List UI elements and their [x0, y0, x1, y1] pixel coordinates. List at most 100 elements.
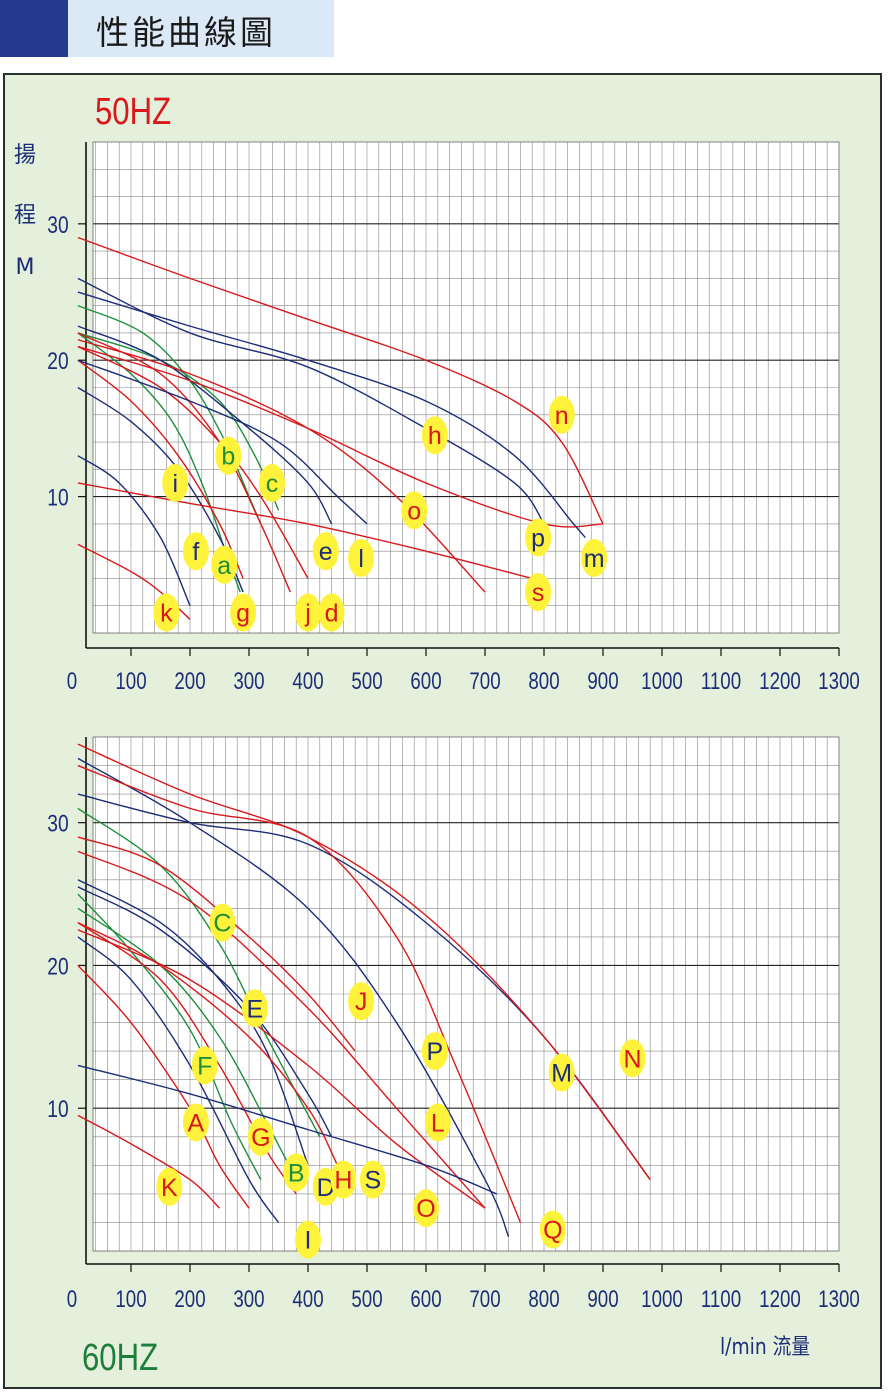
y-tick-label: 30 — [47, 211, 68, 239]
label-bubble — [283, 1153, 310, 1192]
x-tick-label: 1300 — [818, 1286, 860, 1313]
label-bubble — [215, 436, 242, 475]
curve-p — [77, 277, 545, 525]
x-tick-label: 1100 — [701, 1286, 741, 1313]
series-label-s: s — [525, 573, 552, 612]
x-tick-label: 600 — [410, 1286, 441, 1313]
label-text: j — [304, 600, 311, 628]
curve-I — [77, 936, 280, 1223]
label-text: P — [427, 1038, 444, 1066]
label-bubble — [156, 1167, 183, 1206]
header-title-bar — [68, 0, 334, 57]
plot-frame — [92, 141, 840, 634]
series-label-H: H — [330, 1160, 357, 1199]
label-text: O — [416, 1195, 435, 1223]
label-text: J — [355, 988, 368, 1016]
label-bubble — [330, 1160, 357, 1199]
chart-60hz: 0 100 200 300 400 500 600 700 800 900 1000 1100 1200… — [47, 736, 860, 1379]
label-bubble — [348, 538, 375, 577]
label-bubble — [424, 1103, 451, 1142]
series-label-c: c — [259, 463, 286, 502]
curve-c — [77, 332, 280, 511]
label-bubble — [548, 395, 575, 434]
x-tick-label: 300 — [233, 668, 264, 695]
label-text: a — [217, 552, 231, 580]
label-text: E — [247, 995, 264, 1023]
series-label-K: K — [156, 1167, 183, 1206]
series-label-E: E — [241, 989, 268, 1028]
label-text: e — [319, 538, 333, 566]
series-label-a: a — [211, 545, 238, 584]
x-tick-label: 200 — [174, 1286, 205, 1313]
series-label-k: k — [153, 593, 180, 632]
y-tick-label: 10 — [47, 484, 68, 512]
label-text: l — [358, 545, 364, 573]
label-bubble — [182, 1103, 209, 1142]
label-text: c — [266, 470, 279, 498]
series-label-B: B — [283, 1153, 310, 1192]
label-text: B — [288, 1159, 305, 1187]
y-tick-label: 20 — [47, 347, 68, 375]
x-tick-label: 0 — [67, 668, 77, 695]
label-text: L — [431, 1110, 445, 1138]
label-bubble — [191, 1046, 218, 1085]
label-text: k — [160, 600, 173, 628]
curve-D — [77, 879, 309, 1166]
label-text: b — [221, 443, 235, 471]
series-labels: A B C D E F G H I J K L M N O P Q S — [156, 903, 646, 1259]
y-axis-label: 揚 — [14, 143, 36, 168]
label-text: f — [192, 538, 199, 566]
label-bubble — [348, 982, 375, 1021]
label-bubble — [162, 463, 189, 502]
label-text: h — [428, 422, 442, 450]
label-bubble — [209, 903, 236, 942]
label-bubble — [539, 1210, 566, 1249]
label-bubble — [619, 1039, 646, 1078]
series-label-b: b — [215, 436, 242, 475]
series-label-d: d — [318, 593, 345, 632]
curve-B — [77, 907, 297, 1180]
series-label-G: G — [247, 1117, 274, 1156]
series-label-f: f — [182, 532, 209, 571]
label-text: H — [334, 1167, 352, 1195]
label-text: p — [531, 525, 545, 553]
label-bubble — [182, 532, 209, 571]
label-text: F — [197, 1052, 212, 1080]
x-tick-label: 800 — [528, 1286, 559, 1313]
label-bubble — [548, 1053, 575, 1092]
label-text: I — [305, 1227, 312, 1255]
y-axis-label: 程 — [14, 203, 36, 228]
curve-F — [77, 893, 262, 1180]
series-label-l: l — [348, 538, 375, 577]
series-label-p: p — [525, 518, 552, 557]
curve-m — [77, 291, 586, 538]
x-tick-label: 600 — [410, 668, 441, 695]
curve-Q — [77, 764, 522, 1223]
series-label-j: j — [295, 593, 321, 632]
x-tick-label: 1300 — [818, 668, 860, 695]
label-bubble — [241, 989, 268, 1028]
label-text: o — [407, 497, 421, 525]
page-title: 性能曲線圖 — [96, 13, 276, 52]
chart-50hz: 0 100 200 300 400 500 600 700 800 900 1000 1100 1200… — [14, 91, 860, 694]
x-tick-label: 300 — [233, 1286, 264, 1313]
series-label-F: F — [191, 1046, 218, 1085]
series-label-N: N — [619, 1039, 646, 1078]
series-label-n: n — [548, 395, 575, 434]
label-bubble — [421, 416, 448, 455]
label-text: D — [317, 1174, 335, 1202]
x-tick-label: 700 — [469, 1286, 500, 1313]
x-tick-label: 0 — [67, 1286, 77, 1313]
label-text: G — [251, 1124, 270, 1152]
curve-J — [77, 836, 356, 1052]
x-tick-label: 1000 — [641, 668, 683, 695]
label-text: d — [325, 600, 339, 628]
series-label-e: e — [312, 532, 339, 571]
curve-K — [77, 1114, 220, 1209]
plot-frame — [92, 736, 840, 1252]
series-label-Q: Q — [539, 1210, 566, 1249]
curve-o — [77, 339, 486, 593]
label-bubble — [401, 491, 428, 530]
series-label-S: S — [359, 1160, 386, 1199]
